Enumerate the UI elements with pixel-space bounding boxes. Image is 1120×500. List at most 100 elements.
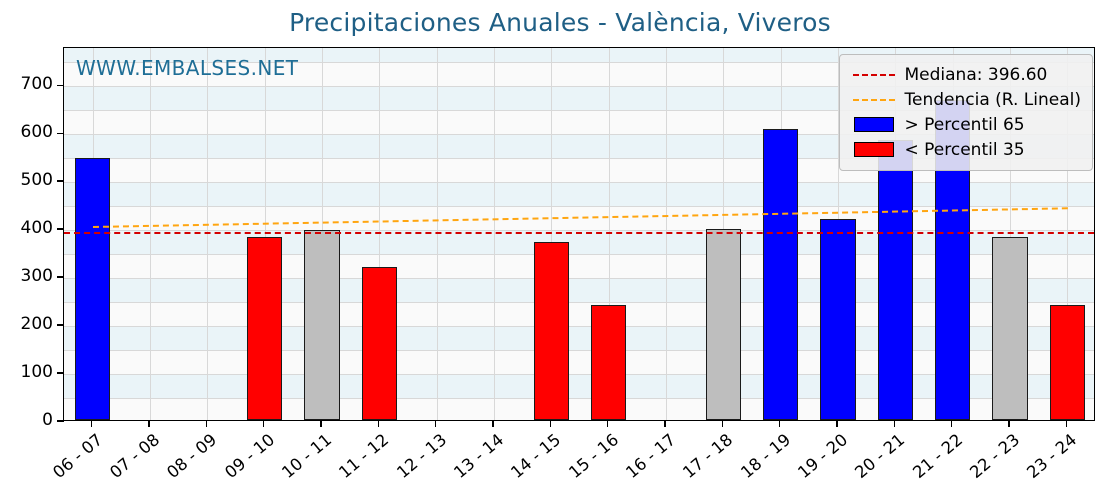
legend-dash-icon (852, 98, 895, 101)
gridline-horizontal (64, 86, 1094, 88)
gridline-vertical (494, 48, 495, 420)
bar-19-20[interactable] (820, 219, 856, 420)
legend-item[interactable]: > Percentil 65 (851, 112, 1082, 137)
y-tick-label: 200 (20, 314, 53, 335)
gridline-horizontal (64, 158, 1094, 160)
gridline-horizontal (64, 350, 1094, 352)
chart-title: Precipitaciones Anuales - València, Vive… (289, 8, 831, 37)
gridline-horizontal (64, 374, 1094, 376)
x-tick-mark (664, 421, 666, 427)
legend-line-key (851, 73, 897, 76)
bar-14-15[interactable] (533, 242, 570, 420)
x-tick-label: 19 - 20 (794, 430, 852, 483)
legend-label: < Percentil 35 (904, 139, 1025, 160)
gridline-vertical (551, 48, 553, 420)
x-tick-label: 15 - 16 (564, 430, 622, 483)
gridline-vertical (379, 48, 381, 420)
x-tick-mark (434, 421, 437, 427)
legend-swatch-key (851, 117, 897, 132)
legend-item[interactable]: Tendencia (R. Lineal) (851, 87, 1082, 112)
gridline-horizontal (64, 302, 1094, 304)
x-tick-label: 22 - 23 (966, 430, 1024, 483)
x-tick-label: 12 - 13 (392, 430, 450, 483)
x-tick-label: 09 - 10 (220, 430, 278, 483)
gridline-vertical (1010, 48, 1011, 420)
x-tick-mark (950, 421, 953, 427)
bar-10-11[interactable] (304, 229, 340, 420)
legend-label: Tendencia (R. Lineal) (904, 89, 1082, 110)
x-tick-mark (492, 421, 494, 427)
y-tick-mark (57, 276, 64, 278)
x-tick-mark (721, 421, 724, 427)
bar-11-12[interactable] (361, 267, 398, 420)
y-tick-mark (57, 372, 64, 374)
x-tick-mark (205, 421, 208, 427)
gridline-vertical (436, 48, 438, 420)
x-tick-label: 11 - 12 (335, 430, 393, 483)
x-tick-mark (836, 421, 838, 427)
bar-22-23[interactable] (992, 236, 1028, 420)
gridline-vertical (264, 48, 266, 420)
gridline-horizontal (64, 254, 1094, 256)
trend-line (92, 207, 1068, 229)
bar-15-16[interactable] (590, 304, 627, 420)
y-tick-label: 0 (42, 410, 53, 430)
gridline-vertical (608, 48, 610, 420)
x-tick-label: 06 - 07 (48, 430, 106, 483)
y-tick-mark (57, 132, 64, 135)
gridline-vertical (150, 48, 151, 420)
median-line (64, 231, 1094, 234)
gridline-horizontal (64, 278, 1094, 280)
legend-dash-icon (852, 73, 895, 76)
bar-06-07[interactable] (74, 157, 111, 420)
legend-label: Mediana: 396.60 (904, 64, 1048, 85)
y-tick-mark (57, 420, 64, 422)
x-tick-label: 10 - 11 (278, 430, 336, 483)
gridline-horizontal (64, 206, 1094, 208)
x-tick-label: 13 - 14 (450, 430, 508, 483)
background-band (64, 134, 1094, 159)
x-tick-mark (90, 421, 93, 427)
bar-23-24[interactable] (1049, 305, 1086, 420)
x-tick-label: 21 - 22 (908, 430, 966, 483)
legend-item[interactable]: < Percentil 35 (851, 137, 1082, 162)
y-tick-mark (57, 84, 64, 87)
gridline-horizontal (64, 62, 1094, 64)
x-tick-mark (549, 421, 552, 427)
x-tick-label: 20 - 21 (851, 430, 909, 483)
x-tick-label: 07 - 08 (106, 430, 164, 483)
legend-swatch-key (851, 142, 897, 157)
y-tick-mark (57, 324, 64, 326)
legend-label: > Percentil 65 (904, 114, 1025, 135)
bar-20-21[interactable] (877, 139, 914, 420)
bar-09-10[interactable] (246, 237, 283, 420)
bar-17-18[interactable] (705, 229, 742, 420)
gridline-vertical (666, 48, 667, 420)
y-tick-label: 700 (20, 74, 53, 95)
legend-swatch-icon (853, 117, 894, 132)
gridline-vertical (207, 48, 209, 420)
x-tick-mark (606, 421, 609, 427)
x-tick-label: 17 - 18 (679, 430, 737, 483)
gridline-horizontal (64, 230, 1094, 232)
x-tick-label: 08 - 09 (163, 430, 221, 483)
y-tick-mark (57, 228, 64, 230)
y-tick-label: 400 (20, 218, 53, 239)
background-band (64, 48, 1094, 63)
bar-18-19[interactable] (762, 128, 799, 420)
x-tick-mark (893, 421, 896, 427)
gridline-horizontal (64, 398, 1094, 400)
y-tick-label: 500 (20, 170, 53, 191)
legend-item[interactable]: Mediana: 396.60 (851, 62, 1082, 87)
x-tick-mark (1065, 421, 1068, 427)
legend-line-key (851, 98, 897, 101)
chart-legend[interactable]: Mediana: 396.60 Tendencia (R. Lineal) > Pe… (838, 54, 1093, 171)
watermark-text: WWW.EMBALSES.NET (76, 56, 299, 80)
x-tick-mark (148, 421, 150, 427)
y-tick-label: 300 (20, 266, 53, 287)
gridline-vertical (1067, 48, 1069, 420)
x-tick-mark (778, 421, 781, 427)
x-tick-label: 14 - 15 (507, 430, 565, 483)
y-tick-mark (57, 180, 64, 183)
